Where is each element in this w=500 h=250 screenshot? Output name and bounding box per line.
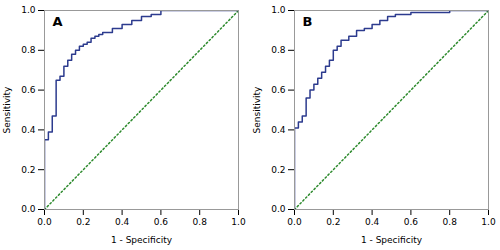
svg-text:0.8: 0.8 bbox=[21, 45, 36, 55]
svg-text:0.6: 0.6 bbox=[154, 217, 169, 227]
svg-text:1 - Specificity: 1 - Specificity bbox=[111, 235, 173, 245]
svg-text:0.0: 0.0 bbox=[21, 204, 36, 214]
svg-text:A: A bbox=[53, 14, 63, 29]
svg-text:0.4: 0.4 bbox=[365, 217, 380, 227]
svg-text:0.0: 0.0 bbox=[287, 217, 302, 227]
svg-text:1.0: 1.0 bbox=[271, 5, 286, 15]
svg-text:1.0: 1.0 bbox=[21, 5, 36, 15]
svg-text:0.0: 0.0 bbox=[37, 217, 52, 227]
svg-text:Sensitivity: Sensitivity bbox=[2, 86, 12, 134]
svg-text:0.2: 0.2 bbox=[326, 217, 340, 227]
svg-text:0.4: 0.4 bbox=[21, 125, 36, 135]
svg-text:1.0: 1.0 bbox=[231, 217, 246, 227]
svg-text:0.0: 0.0 bbox=[271, 204, 286, 214]
svg-text:0.2: 0.2 bbox=[21, 165, 35, 175]
svg-text:0.2: 0.2 bbox=[271, 165, 285, 175]
svg-text:1 - Specificity: 1 - Specificity bbox=[361, 235, 423, 245]
svg-text:0.4: 0.4 bbox=[115, 217, 130, 227]
svg-text:1.0: 1.0 bbox=[481, 217, 496, 227]
svg-text:0.8: 0.8 bbox=[193, 217, 208, 227]
svg-text:0.6: 0.6 bbox=[271, 85, 286, 95]
svg-text:0.2: 0.2 bbox=[76, 217, 90, 227]
svg-text:0.6: 0.6 bbox=[404, 217, 419, 227]
svg-text:0.8: 0.8 bbox=[271, 45, 286, 55]
svg-text:0.4: 0.4 bbox=[271, 125, 286, 135]
svg-text:Sensitivity: Sensitivity bbox=[252, 86, 262, 134]
svg-text:0.6: 0.6 bbox=[21, 85, 36, 95]
svg-text:B: B bbox=[303, 14, 313, 29]
svg-text:0.8: 0.8 bbox=[443, 217, 458, 227]
